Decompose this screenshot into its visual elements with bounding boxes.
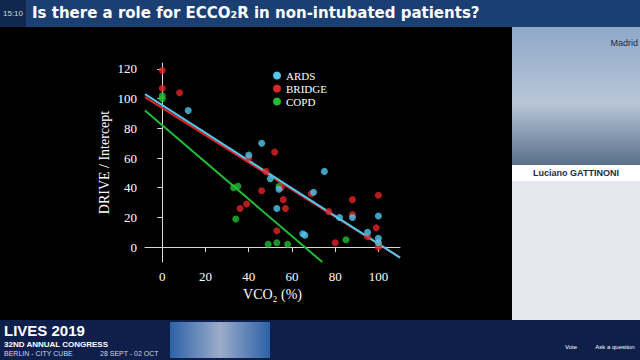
html-text:BERLIN - CITY CUBE: BERLIN - CITY CUBE [4, 350, 73, 357]
svg-text:VCO₂ (%): VCO₂ (%) [243, 287, 302, 303]
svg-text:60: 60 [285, 269, 298, 284]
html-text:Ask a question: Ask a question [595, 344, 635, 350]
svg-text:40: 40 [242, 269, 255, 284]
svg-text:80: 80 [329, 269, 342, 284]
svg-text:100: 100 [369, 269, 389, 284]
svg-text:0: 0 [131, 240, 138, 255]
svg-text:120: 120 [118, 61, 138, 76]
svg-text:COPD: COPD [286, 96, 315, 108]
svg-text:80: 80 [124, 121, 137, 136]
svg-text:60: 60 [124, 151, 137, 166]
svg-text:DRIVE / Intercept: DRIVE / Intercept [97, 111, 112, 215]
html-text:28 SEPT - 02 OCT: 28 SEPT - 02 OCT [100, 350, 159, 357]
svg-text:40: 40 [124, 180, 137, 195]
svg-text:ARDS: ARDS [286, 70, 315, 82]
html-text:Is there a role for ECCO₂R in: Is there a role for ECCO₂R in non-intuba… [32, 4, 480, 22]
html-text:Luciano GATTINONI: Luciano GATTINONI [533, 168, 619, 178]
html-text:Madrid: Madrid [610, 38, 638, 48]
svg-text:20: 20 [124, 210, 137, 225]
html-text:LIVES 2019: LIVES 2019 [4, 322, 85, 339]
svg-text:BRIDGE: BRIDGE [286, 83, 327, 95]
html-text:15:10: 15:10 [3, 9, 23, 18]
html-text:Vote: Vote [565, 344, 577, 350]
svg-text:20: 20 [199, 269, 212, 284]
html-text:32ND ANNUAL CONGRESS: 32ND ANNUAL CONGRESS [4, 340, 108, 349]
svg-text:0: 0 [159, 269, 166, 284]
svg-text:100: 100 [118, 91, 138, 106]
